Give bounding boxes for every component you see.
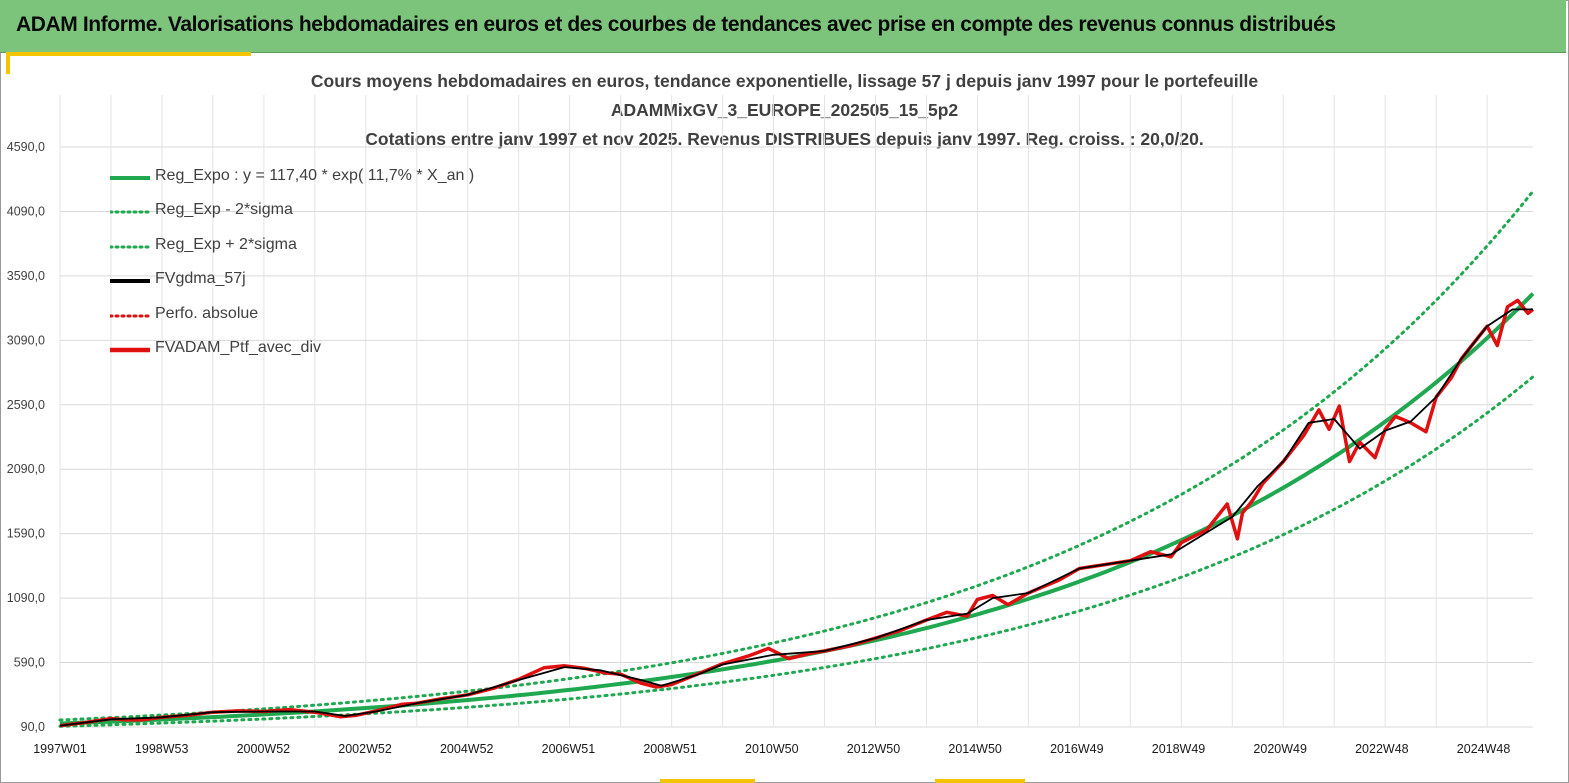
x-tick-label: 2024W48 [1457,742,1511,756]
accent-bar-bottom [935,779,1025,783]
page-title: ADAM Informe. Valorisations hebdomadaire… [16,13,1336,36]
x-tick-label: 2008W51 [643,742,697,756]
x-tick-label: 2022W48 [1355,742,1409,756]
y-tick-label: 3090,0 [7,333,45,347]
legend-label: Perfo. absolue [155,304,259,322]
y-tick-label: 1590,0 [7,527,45,541]
series-perfo-absolue [59,299,1534,727]
accent-bar-bottom [660,779,755,783]
x-tick-label: 2020W49 [1253,742,1307,756]
y-tick-label: 3590,0 [7,269,45,283]
legend-label: Reg_Expo : y = 117,40 * exp( 11,7% * X_a… [155,167,475,184]
y-tick-label: 1090,0 [7,591,45,605]
y-tick-label: 2090,0 [7,462,45,476]
series-reg-expo [59,292,1535,726]
x-tick-label: 2016W49 [1050,742,1104,756]
accent-bar [6,52,251,56]
x-tick-label: 2010W50 [745,742,799,756]
legend-label: Reg_Exp - 2*sigma [155,201,293,219]
accent-corner [6,52,10,74]
header-banner: ADAM Informe. Valorisations hebdomadaire… [0,0,1566,53]
chart-title-line-3: Cotations entre janv 1997 et nov 2025. R… [365,129,1204,149]
x-tick-label: 2014W50 [948,742,1002,756]
series-reg-exp-minus-2sigma [58,375,1535,728]
x-tick-label: 1998W53 [135,742,189,756]
y-tick-label: 90,0 [21,720,45,734]
series-fvadam-ptf-avec-div [59,298,1535,728]
series-reg-exp-plus-2sigma [58,189,1535,722]
y-tick-label: 590,0 [14,656,45,670]
x-tick-label: 2006W51 [542,742,596,756]
y-tick-label: 2590,0 [7,398,45,412]
legend-label: FVADAM_Ptf_avec_div [155,338,321,356]
x-tick-label: 2004W52 [440,742,494,756]
x-tick-label: 2002W52 [338,742,392,756]
legend-label: FVgdma_57j [155,270,246,288]
x-tick-label: 1997W01 [33,742,87,756]
series-fvgdma-57j [59,308,1533,727]
legend-label: Reg_Exp + 2*sigma [155,235,297,253]
x-tick-label: 2000W52 [237,742,291,756]
chart-title-line-2: ADAMMixGV_3_EUROPE_202505_15_5p2 [610,100,959,120]
y-tick-label: 4590,0 [7,140,45,154]
x-tick-label: 2012W50 [847,742,901,756]
y-tick-label: 4090,0 [7,204,45,218]
chart-title-line-1: Cours moyens hebdomadaires en euros, ten… [310,71,1259,91]
x-tick-label: 2018W49 [1152,742,1206,756]
